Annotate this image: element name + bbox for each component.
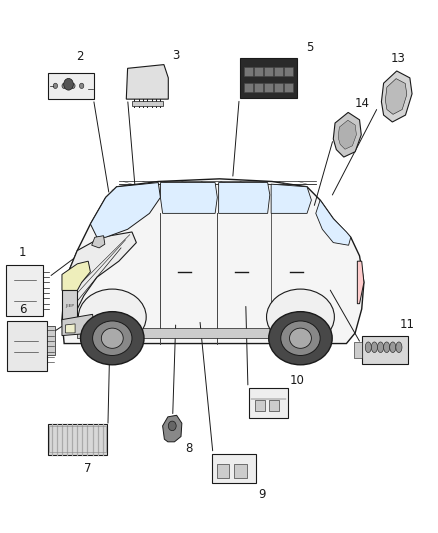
Bar — [254, 400, 264, 411]
Ellipse shape — [71, 83, 75, 88]
Polygon shape — [126, 64, 168, 99]
Text: 6: 6 — [19, 303, 26, 316]
Text: 3: 3 — [172, 49, 179, 62]
Polygon shape — [62, 261, 90, 290]
Bar — [248, 387, 288, 418]
Ellipse shape — [389, 342, 395, 352]
Bar — [132, 101, 162, 106]
Bar — [264, 67, 272, 76]
Ellipse shape — [364, 342, 371, 352]
Polygon shape — [385, 79, 406, 115]
Bar — [273, 67, 282, 76]
Bar — [244, 67, 253, 76]
Bar — [264, 83, 272, 92]
Ellipse shape — [280, 321, 319, 356]
Ellipse shape — [62, 83, 66, 88]
Ellipse shape — [53, 83, 57, 88]
Text: 7: 7 — [84, 462, 92, 475]
Polygon shape — [64, 232, 136, 314]
Text: JEEP: JEEP — [65, 304, 74, 309]
Text: 10: 10 — [289, 374, 304, 387]
Polygon shape — [65, 324, 75, 333]
Bar — [254, 83, 262, 92]
Bar — [48, 424, 106, 455]
Text: 5: 5 — [306, 41, 313, 54]
Polygon shape — [357, 261, 363, 304]
Polygon shape — [271, 184, 311, 213]
Polygon shape — [77, 328, 319, 338]
Ellipse shape — [168, 421, 176, 431]
Ellipse shape — [78, 289, 146, 345]
Bar — [48, 73, 93, 99]
Ellipse shape — [64, 78, 73, 90]
Polygon shape — [218, 182, 269, 213]
Bar — [216, 464, 229, 478]
Polygon shape — [62, 290, 77, 320]
Ellipse shape — [377, 342, 383, 352]
Bar — [254, 67, 262, 76]
Bar — [361, 336, 407, 364]
Bar — [283, 83, 292, 92]
Polygon shape — [162, 415, 181, 442]
Polygon shape — [381, 71, 411, 122]
Bar — [6, 265, 43, 316]
Bar — [353, 342, 361, 358]
Ellipse shape — [266, 289, 334, 345]
Text: 2: 2 — [75, 50, 83, 63]
Polygon shape — [315, 200, 350, 245]
Bar — [234, 464, 246, 478]
Bar — [244, 83, 253, 92]
Bar — [49, 426, 106, 453]
Ellipse shape — [395, 342, 401, 352]
Ellipse shape — [289, 328, 311, 349]
Bar — [7, 321, 46, 372]
Polygon shape — [337, 120, 356, 149]
Text: 8: 8 — [185, 442, 192, 455]
Bar — [46, 326, 55, 356]
Bar — [283, 67, 292, 76]
Ellipse shape — [268, 312, 332, 365]
Ellipse shape — [371, 342, 377, 352]
Text: 11: 11 — [399, 318, 413, 331]
Bar — [240, 58, 296, 98]
Bar — [273, 83, 282, 92]
Polygon shape — [332, 112, 360, 157]
Polygon shape — [62, 179, 363, 344]
Polygon shape — [160, 182, 217, 213]
Polygon shape — [62, 314, 95, 336]
Ellipse shape — [81, 312, 144, 365]
Bar — [268, 400, 278, 411]
Text: 9: 9 — [258, 488, 265, 502]
Polygon shape — [92, 236, 105, 248]
Polygon shape — [90, 182, 160, 237]
Ellipse shape — [101, 328, 123, 349]
Ellipse shape — [92, 321, 132, 356]
Ellipse shape — [79, 83, 84, 88]
Bar — [212, 454, 255, 483]
Text: 1: 1 — [19, 246, 26, 259]
Ellipse shape — [383, 342, 389, 352]
Text: 13: 13 — [390, 52, 405, 64]
Text: 14: 14 — [354, 98, 369, 110]
